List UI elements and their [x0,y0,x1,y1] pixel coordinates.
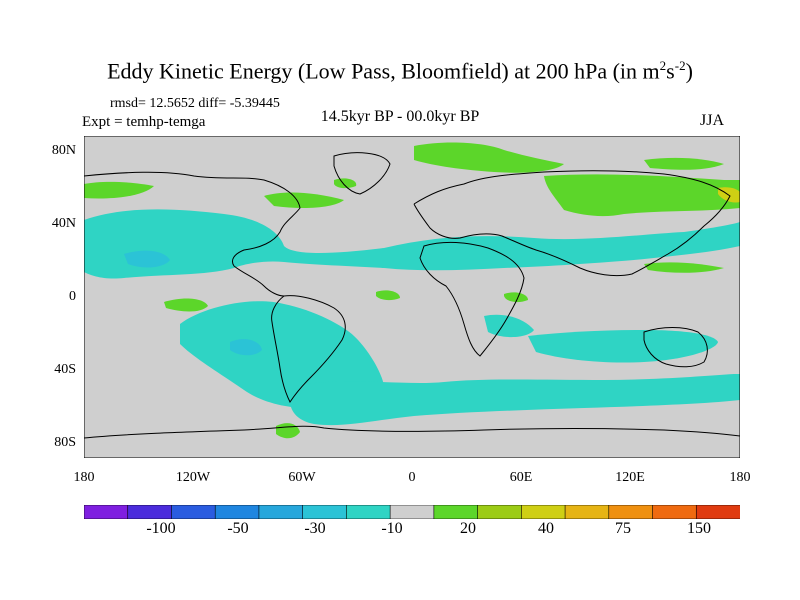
colorbar-label: 20 [460,520,476,537]
south-pacific-band [180,301,384,409]
north-pacific-band [84,209,740,279]
positive-anomaly-regions [84,142,740,439]
east-africa-patch [484,314,534,338]
strong-negative-regions [124,250,262,356]
colorbar-swatch [84,505,129,519]
colorbar-label: -30 [304,520,326,537]
coast-south-america [271,295,346,403]
coast-north-america [84,171,301,297]
arabian-patch [504,292,528,303]
lon-label-180w: 180 [73,470,95,485]
plot-title: Eddy Kinetic Energy (Low Pass, Bloomfiel… [107,58,693,84]
colorbar-label: 75 [615,520,631,537]
north-atlantic-small [334,178,357,189]
negative-anomaly-regions [84,209,740,426]
colorbar-swatch [564,505,610,519]
lat-label-40n: 40N [51,216,76,231]
siberia-strip [544,174,740,217]
arctic-north-atlantic [414,142,564,173]
colorbar-label: 150 [687,520,711,537]
lat-label-0: 0 [69,289,76,304]
colorbar-swatch [608,505,654,519]
lat-label-40s: 40S [54,362,76,377]
lon-label-0: 0 [408,470,416,485]
colorbar-swatch [477,505,523,519]
colorbar [84,505,740,519]
indian-ocean-patch [528,330,718,363]
siberia-upper [644,157,724,170]
coastlines [84,152,740,439]
lon-label-180e: 180 [729,470,751,485]
period-subtitle: 14.5kyr BP - 00.0kyr BP [320,108,480,125]
lat-label-80n: 80N [51,143,76,158]
coast-australia [643,327,708,368]
lon-label-60w: 60W [288,470,316,485]
colorbar-swatch [258,505,304,519]
north-pacific-patch [644,262,724,273]
colorbar-swatch [521,505,566,519]
lon-label-120e: 120E [615,470,645,485]
southern-ocean-band [290,374,740,426]
map-panel [84,136,740,458]
lon-label-120w: 120W [175,470,211,485]
colorbar-swatch [214,505,260,519]
season-label: JJA [700,112,725,129]
north-america-strip [264,192,344,208]
coast-europe-asia [413,170,731,277]
colorbar-swatch [127,505,173,519]
lat-label-80s: 80S [54,435,76,450]
colorbar-swatch [346,505,391,519]
colorbar-label: -100 [146,520,176,537]
colorbar-swatch [652,505,698,519]
coast-antarctica [84,425,740,439]
colorbar-label: 40 [538,520,554,537]
north-pacific-east [84,181,154,199]
colorbar-label: -50 [227,520,249,537]
stats-text: rmsd= 12.5652 diff= -5.39445 [110,96,280,111]
colorbar-swatch [171,505,217,519]
tropical-pacific-patch [164,298,208,312]
coast-greenland [333,152,391,195]
colorbar-swatch [302,505,348,519]
colorbar-swatch [695,505,740,519]
tropical-atlantic-patch [376,290,400,301]
colorbar-label: -10 [381,520,403,537]
colorbar-swatch [433,505,479,519]
experiment-label: Expt = temhp-temga [82,114,206,130]
lon-label-60e: 60E [509,470,533,485]
coast-africa [419,241,525,357]
colorbar-swatch [389,505,435,519]
